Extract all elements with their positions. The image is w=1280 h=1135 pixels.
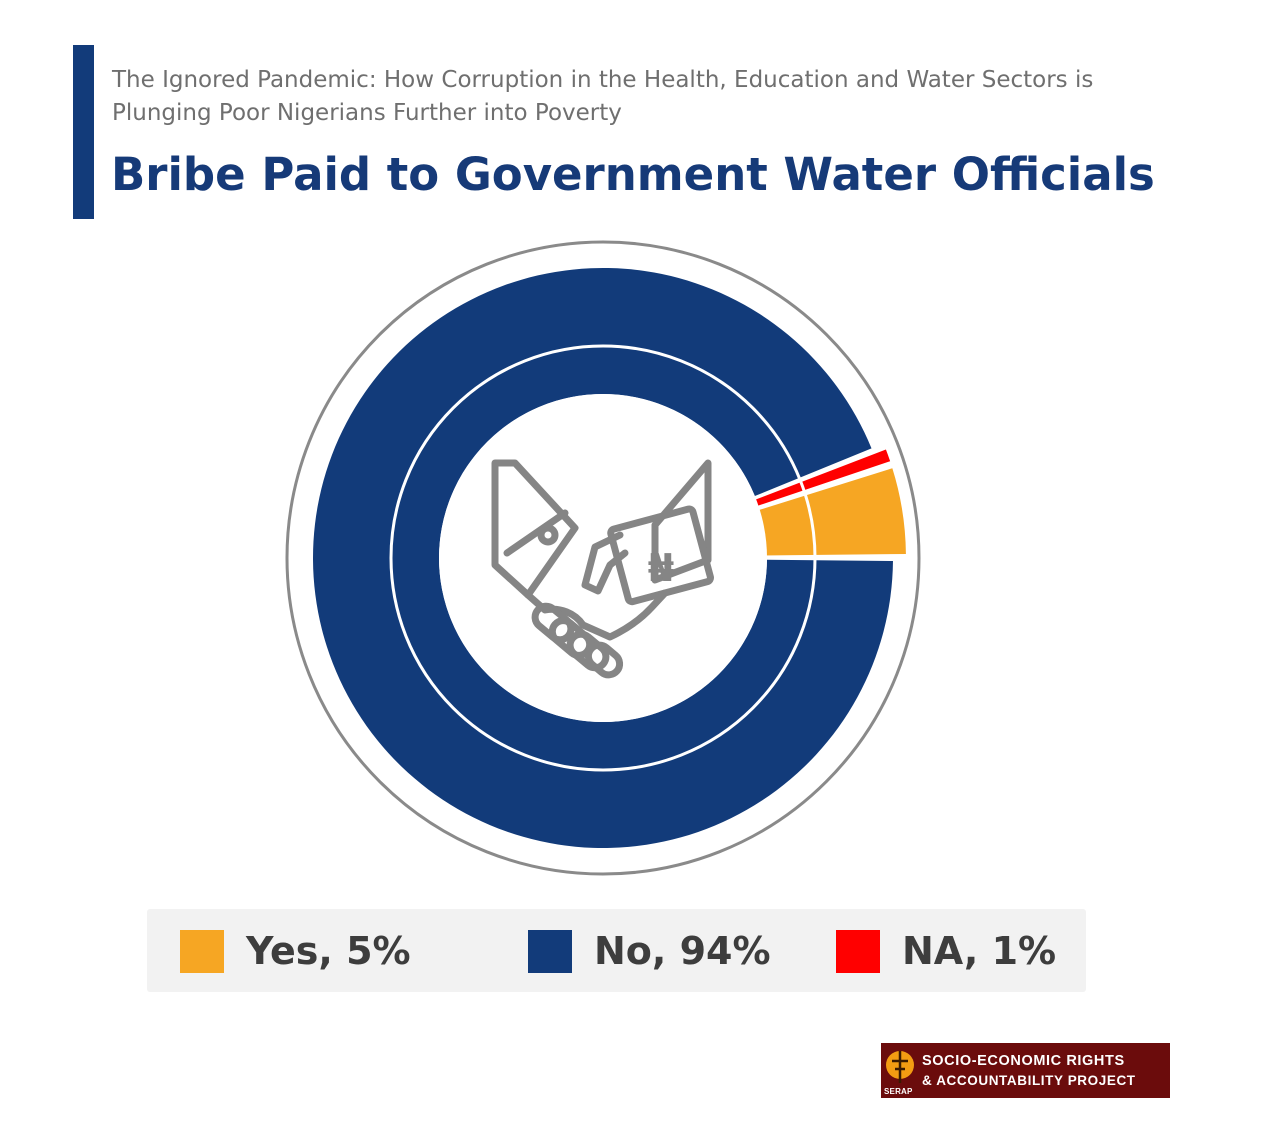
donut-slice-na	[751, 449, 891, 508]
chart-legend: Yes, 5% No, 94% NA, 1%	[147, 909, 1086, 992]
legend-label-no: No, 94%	[594, 929, 771, 973]
donut-slice-yes	[754, 468, 906, 556]
legend-item-yes: Yes, 5%	[180, 929, 411, 973]
logo-abbrev: SERAP	[884, 1087, 913, 1096]
inner-divider-ring	[389, 344, 817, 772]
logo-line-1: SOCIO-ECONOMIC RIGHTS	[922, 1052, 1125, 1069]
handshake-bribe-icon	[491, 459, 714, 679]
donut-hole	[439, 394, 767, 722]
legend-label-yes: Yes, 5%	[246, 929, 411, 973]
legend-swatch-no	[528, 929, 572, 973]
outer-ring	[285, 240, 921, 876]
legend-swatch-na	[836, 929, 880, 973]
logo-line-2: & ACCOUNTABILITY PROJECT	[922, 1072, 1136, 1088]
page-subtitle: The Ignored Pandemic: How Corruption in …	[112, 67, 1094, 126]
serap-emblem-icon: SERAP	[883, 1043, 917, 1098]
donut-slice-no	[312, 267, 893, 848]
legend-label-na: NA, 1%	[902, 929, 1057, 973]
serap-logo: SERAP SOCIO-ECONOMIC RIGHTS & ACCOUNTABI…	[881, 1043, 1170, 1098]
donut-slices	[312, 267, 906, 848]
page-title: Bribe Paid to Government Water Officials	[111, 148, 1155, 201]
legend-item-no: No, 94%	[528, 929, 771, 973]
legend-item-na: NA, 1%	[836, 929, 1056, 973]
donut-chart: ₦	[285, 240, 921, 876]
naira-symbol: ₦	[648, 546, 674, 590]
title-accent-bar	[73, 45, 94, 219]
legend-swatch-yes	[180, 929, 224, 973]
